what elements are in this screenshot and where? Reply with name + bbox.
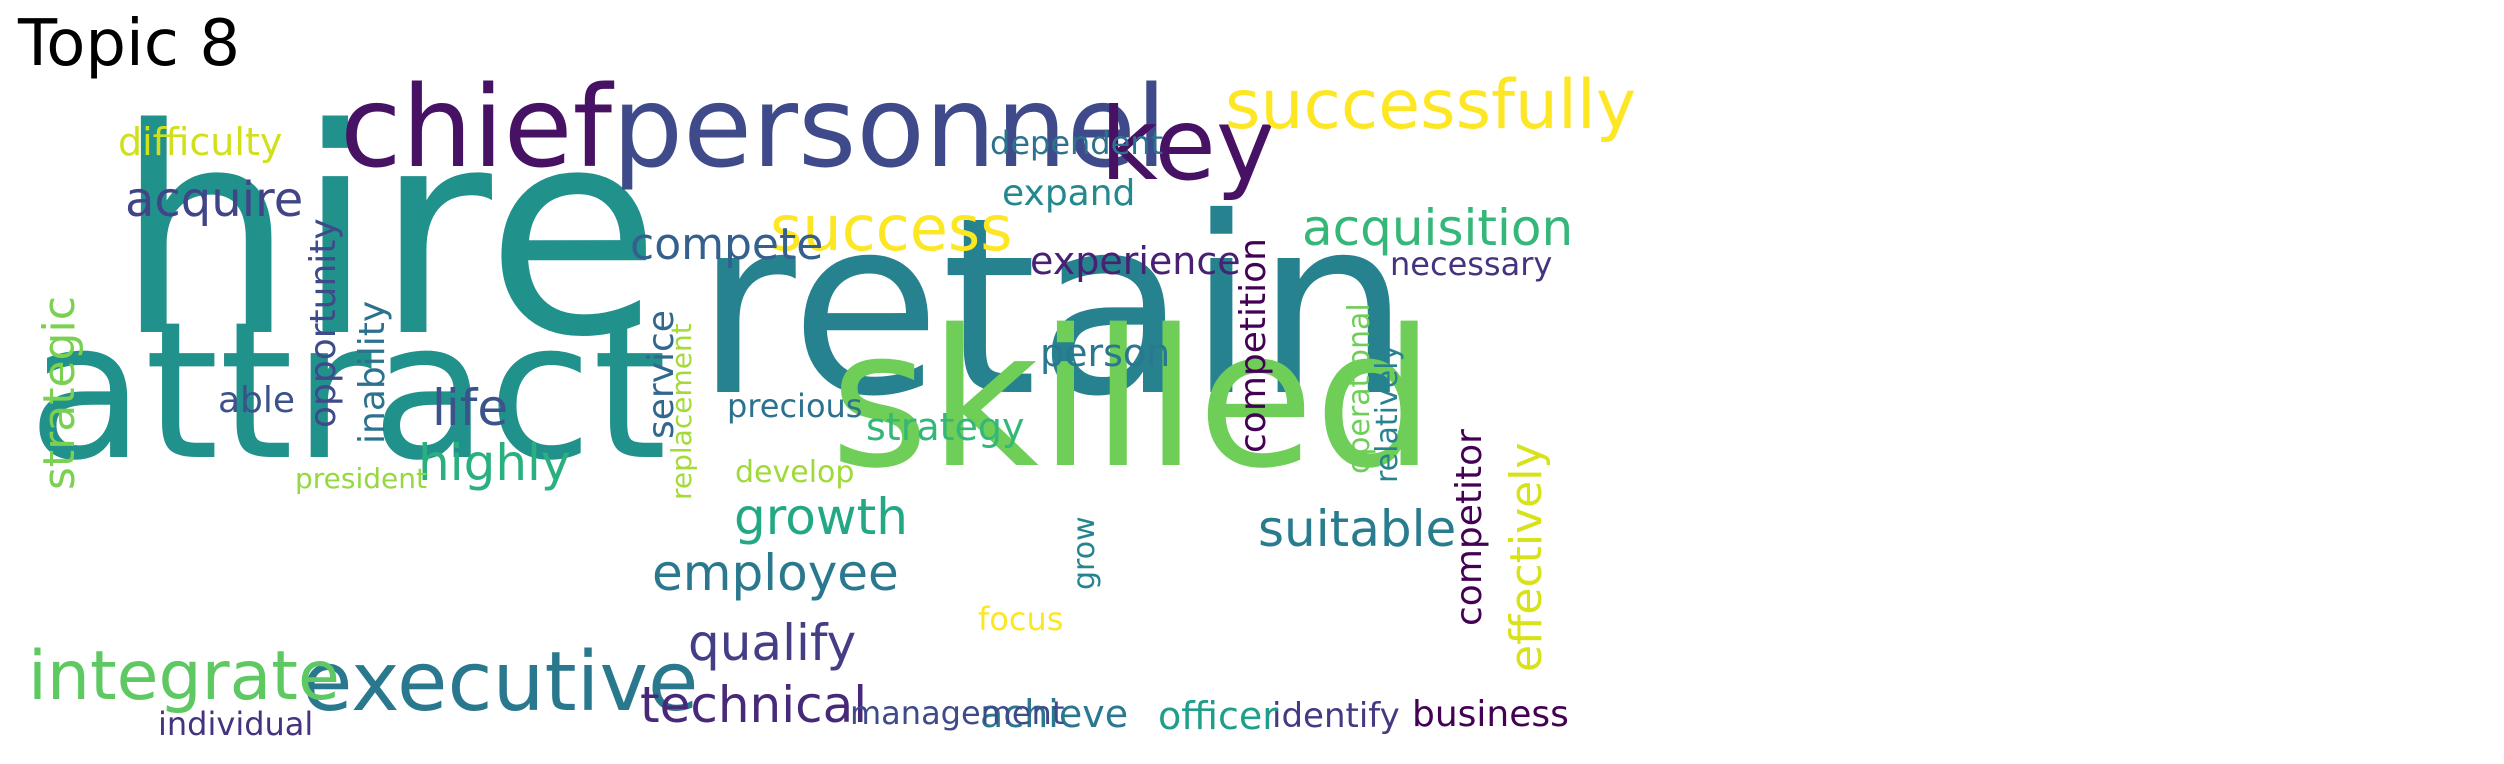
- word-chief: chief: [340, 63, 613, 193]
- word-personnel: personnel: [612, 63, 1167, 193]
- word-identify: identify: [1272, 696, 1400, 736]
- word-compete: compete: [630, 219, 824, 270]
- word-able: able: [218, 380, 296, 421]
- word-experience: experience: [1030, 239, 1241, 283]
- word-precious: precious: [727, 387, 863, 425]
- word-necessary: necessary: [1390, 245, 1553, 283]
- word-grow: grow: [1067, 516, 1102, 590]
- word-success: success: [770, 192, 1013, 265]
- word-strategic: strategic: [34, 296, 85, 490]
- word-achieve: achieve: [980, 692, 1129, 736]
- word-effectively: effectively: [1501, 442, 1552, 673]
- word-business: business: [1412, 694, 1569, 735]
- word-dependent: dependent: [990, 124, 1164, 162]
- word-inability: inability: [352, 300, 393, 444]
- word-expand: expand: [1002, 173, 1136, 214]
- word-focus: focus: [978, 600, 1064, 638]
- word-skilled: skilled: [830, 289, 1435, 510]
- word-opportunity: opportunity: [303, 218, 344, 428]
- word-attract: attract: [28, 281, 667, 502]
- word-suitable: suitable: [1258, 500, 1457, 558]
- word-qualify: qualify: [688, 614, 857, 672]
- word-president: president: [295, 462, 427, 495]
- word-growth: growth: [734, 488, 908, 546]
- word-life: life: [432, 379, 509, 437]
- word-acquire: acquire: [125, 172, 304, 228]
- word-management: management: [850, 694, 1065, 732]
- word-key: key: [1100, 86, 1276, 203]
- word-officer: officer: [1158, 694, 1278, 738]
- word-acquisition: acquisition: [1302, 199, 1574, 257]
- word-competitor: competitor: [1449, 429, 1490, 626]
- page-title: Topic 8: [18, 7, 241, 81]
- word-person: person: [1040, 331, 1171, 375]
- word-difficulty: difficulty: [118, 120, 283, 164]
- word-relatively: relatively: [1370, 343, 1405, 483]
- word-retain: retain: [695, 165, 1411, 450]
- word-hire: hire: [115, 68, 662, 400]
- word-executive: executive: [302, 635, 699, 730]
- word-competition: competition: [1233, 238, 1274, 453]
- word-replacement: replacement: [665, 323, 698, 500]
- word-employee: employee: [652, 544, 899, 602]
- word-integrate: integrate: [28, 637, 340, 716]
- word-develop: develop: [735, 455, 855, 490]
- word-technical: technical: [640, 676, 868, 734]
- word-highly: highly: [418, 434, 571, 492]
- word-individual: individual: [158, 705, 314, 743]
- word-successfully: successfully: [1225, 66, 1637, 145]
- word-strategy: strategy: [866, 405, 1025, 449]
